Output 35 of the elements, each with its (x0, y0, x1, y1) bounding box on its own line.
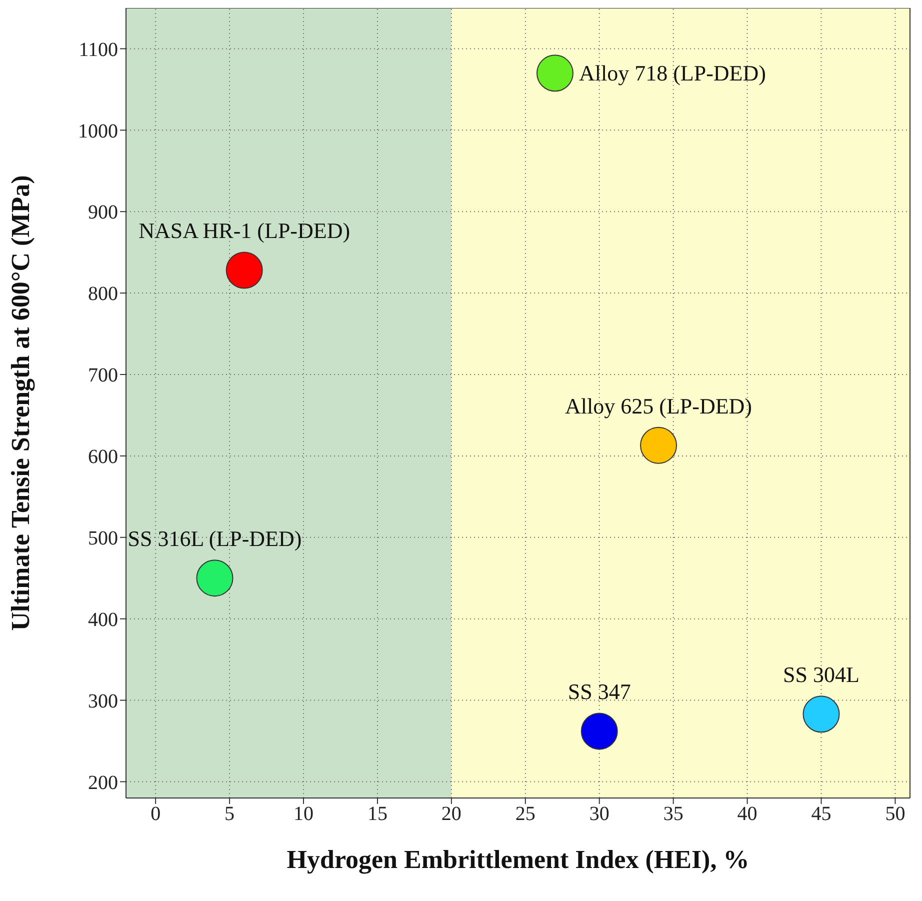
series-label: SS 304L (783, 662, 860, 688)
y-tick-label: 800 (88, 283, 118, 306)
y-tick-label: 400 (88, 608, 118, 631)
x-tick-label: 30 (589, 803, 610, 826)
series-label: Alloy 718 (LP-DED) (578, 60, 766, 86)
x-tick-label: 50 (885, 803, 906, 826)
x-tick-label: 5 (224, 803, 235, 826)
y-tick-label: 1000 (78, 120, 118, 142)
x-tick-label: 20 (441, 803, 462, 826)
y-axis-title: Ultimate Tensie Strength at 600°C (MPa) (6, 175, 36, 631)
y-tick-label: 200 (88, 772, 118, 794)
point (536, 54, 574, 92)
y-tick-label: 300 (88, 690, 118, 712)
x-axis-title: Hydrogen Embrittlement Index (HEI), % (286, 845, 750, 874)
y-tick-label: 900 (88, 202, 118, 224)
point (226, 252, 263, 289)
series-label: SS 316L (LP-DED) (128, 526, 302, 552)
x-tick-label: 0 (150, 803, 161, 826)
x-tick-label: 45 (811, 803, 832, 826)
y-tick-label: 700 (88, 364, 118, 387)
point (196, 560, 234, 597)
y-tick-label: 1100 (78, 38, 118, 61)
y-tick-label: 500 (88, 527, 118, 550)
point (640, 426, 678, 464)
x-tick-label: 15 (367, 803, 388, 826)
point (580, 712, 618, 750)
series-label: NASA HR-1 (LP-DED) (138, 218, 350, 244)
point (802, 696, 840, 733)
y-tick-label: 600 (88, 446, 118, 468)
x-tick-label: 40 (737, 803, 758, 826)
series-label: SS 347 (568, 679, 631, 704)
x-tick-label: 25 (515, 803, 536, 826)
x-tick-label: 35 (663, 803, 684, 826)
x-tick-label: 10 (294, 803, 314, 826)
series-label: Alloy 625 (LP-DED) (565, 393, 752, 418)
